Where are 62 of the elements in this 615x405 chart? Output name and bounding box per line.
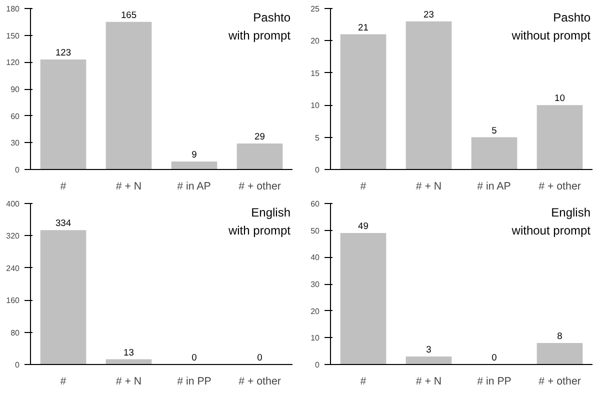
data-label: 23 — [424, 9, 434, 20]
text: Pashto with prompt — [227, 10, 292, 43]
data-label: 0 — [492, 352, 497, 362]
y-tick-label: 150 — [6, 31, 20, 40]
y-tick-label: 320 — [6, 232, 20, 241]
y-tick-label: 180 — [6, 4, 20, 14]
data-label: 8 — [557, 331, 562, 342]
text: English without prompt — [510, 206, 592, 238]
x-tick-label: # + N — [116, 376, 142, 388]
y-tick-label: 0 — [15, 360, 20, 370]
x-tick-label: # + N — [416, 180, 442, 192]
data-label: 21 — [358, 22, 368, 32]
data-label: 334 — [55, 218, 72, 228]
y-tick-label: 15 — [310, 68, 320, 78]
x-tick-label: # — [60, 376, 66, 388]
y-tick-label: 25 — [310, 4, 320, 14]
x-tick-label: # in PP — [477, 376, 512, 388]
data-label: 9 — [192, 149, 197, 160]
y-tick-label: 160 — [6, 296, 20, 306]
x-tick-label: # in PP — [177, 376, 212, 388]
y-tick-label: 240 — [6, 264, 20, 273]
y-tick-label: 5 — [315, 133, 320, 142]
x-tick-label: # + N — [116, 180, 142, 192]
y-tick-label: 0 — [315, 166, 320, 174]
data-label: 0 — [192, 352, 197, 362]
x-tick-label: # in AP — [477, 180, 511, 192]
text: Pashto without prompt — [510, 10, 592, 43]
x-tick-label: # — [360, 180, 366, 192]
y-tick-label: 90 — [10, 85, 20, 94]
data-label: 123 — [55, 47, 72, 58]
x-tick-label: # + other — [538, 376, 582, 388]
data-label: 0 — [257, 352, 262, 362]
data-label: 10 — [554, 93, 565, 104]
x-tick-label: # + other — [238, 376, 282, 388]
y-tick-label: 120 — [6, 58, 20, 68]
y-tick-label: 30 — [310, 280, 320, 289]
x-tick-label: # + other — [238, 180, 282, 192]
y-tick-label: 10 — [310, 334, 320, 343]
y-tick-label: 60 — [310, 200, 320, 208]
y-tick-label: 400 — [6, 200, 20, 208]
x-tick-label: # — [60, 180, 66, 192]
y-tick-label: 0 — [15, 166, 20, 174]
y-tick-label: 20 — [310, 36, 320, 46]
y-tick-label: 50 — [310, 226, 320, 236]
text: English with prompt — [227, 206, 292, 238]
data-label: 29 — [254, 132, 265, 142]
data-label: 3 — [426, 344, 432, 354]
x-tick-label: # in AP — [177, 180, 211, 192]
x-tick-label: # + other — [538, 180, 582, 192]
x-tick-label: # + N — [416, 376, 442, 388]
y-tick-label: 40 — [310, 253, 320, 262]
x-tick-label: # — [360, 376, 366, 388]
y-tick-label: 80 — [10, 328, 20, 338]
y-tick-label: 30 — [10, 138, 20, 148]
data-label: 49 — [358, 221, 368, 232]
y-tick-label: 0 — [315, 360, 320, 370]
data-label: 13 — [124, 347, 134, 358]
y-tick-label: 10 — [310, 101, 320, 110]
data-label: 165 — [120, 10, 137, 20]
data-label: 5 — [492, 125, 497, 136]
y-tick-label: 20 — [310, 306, 320, 316]
y-tick-label: 60 — [10, 112, 20, 121]
